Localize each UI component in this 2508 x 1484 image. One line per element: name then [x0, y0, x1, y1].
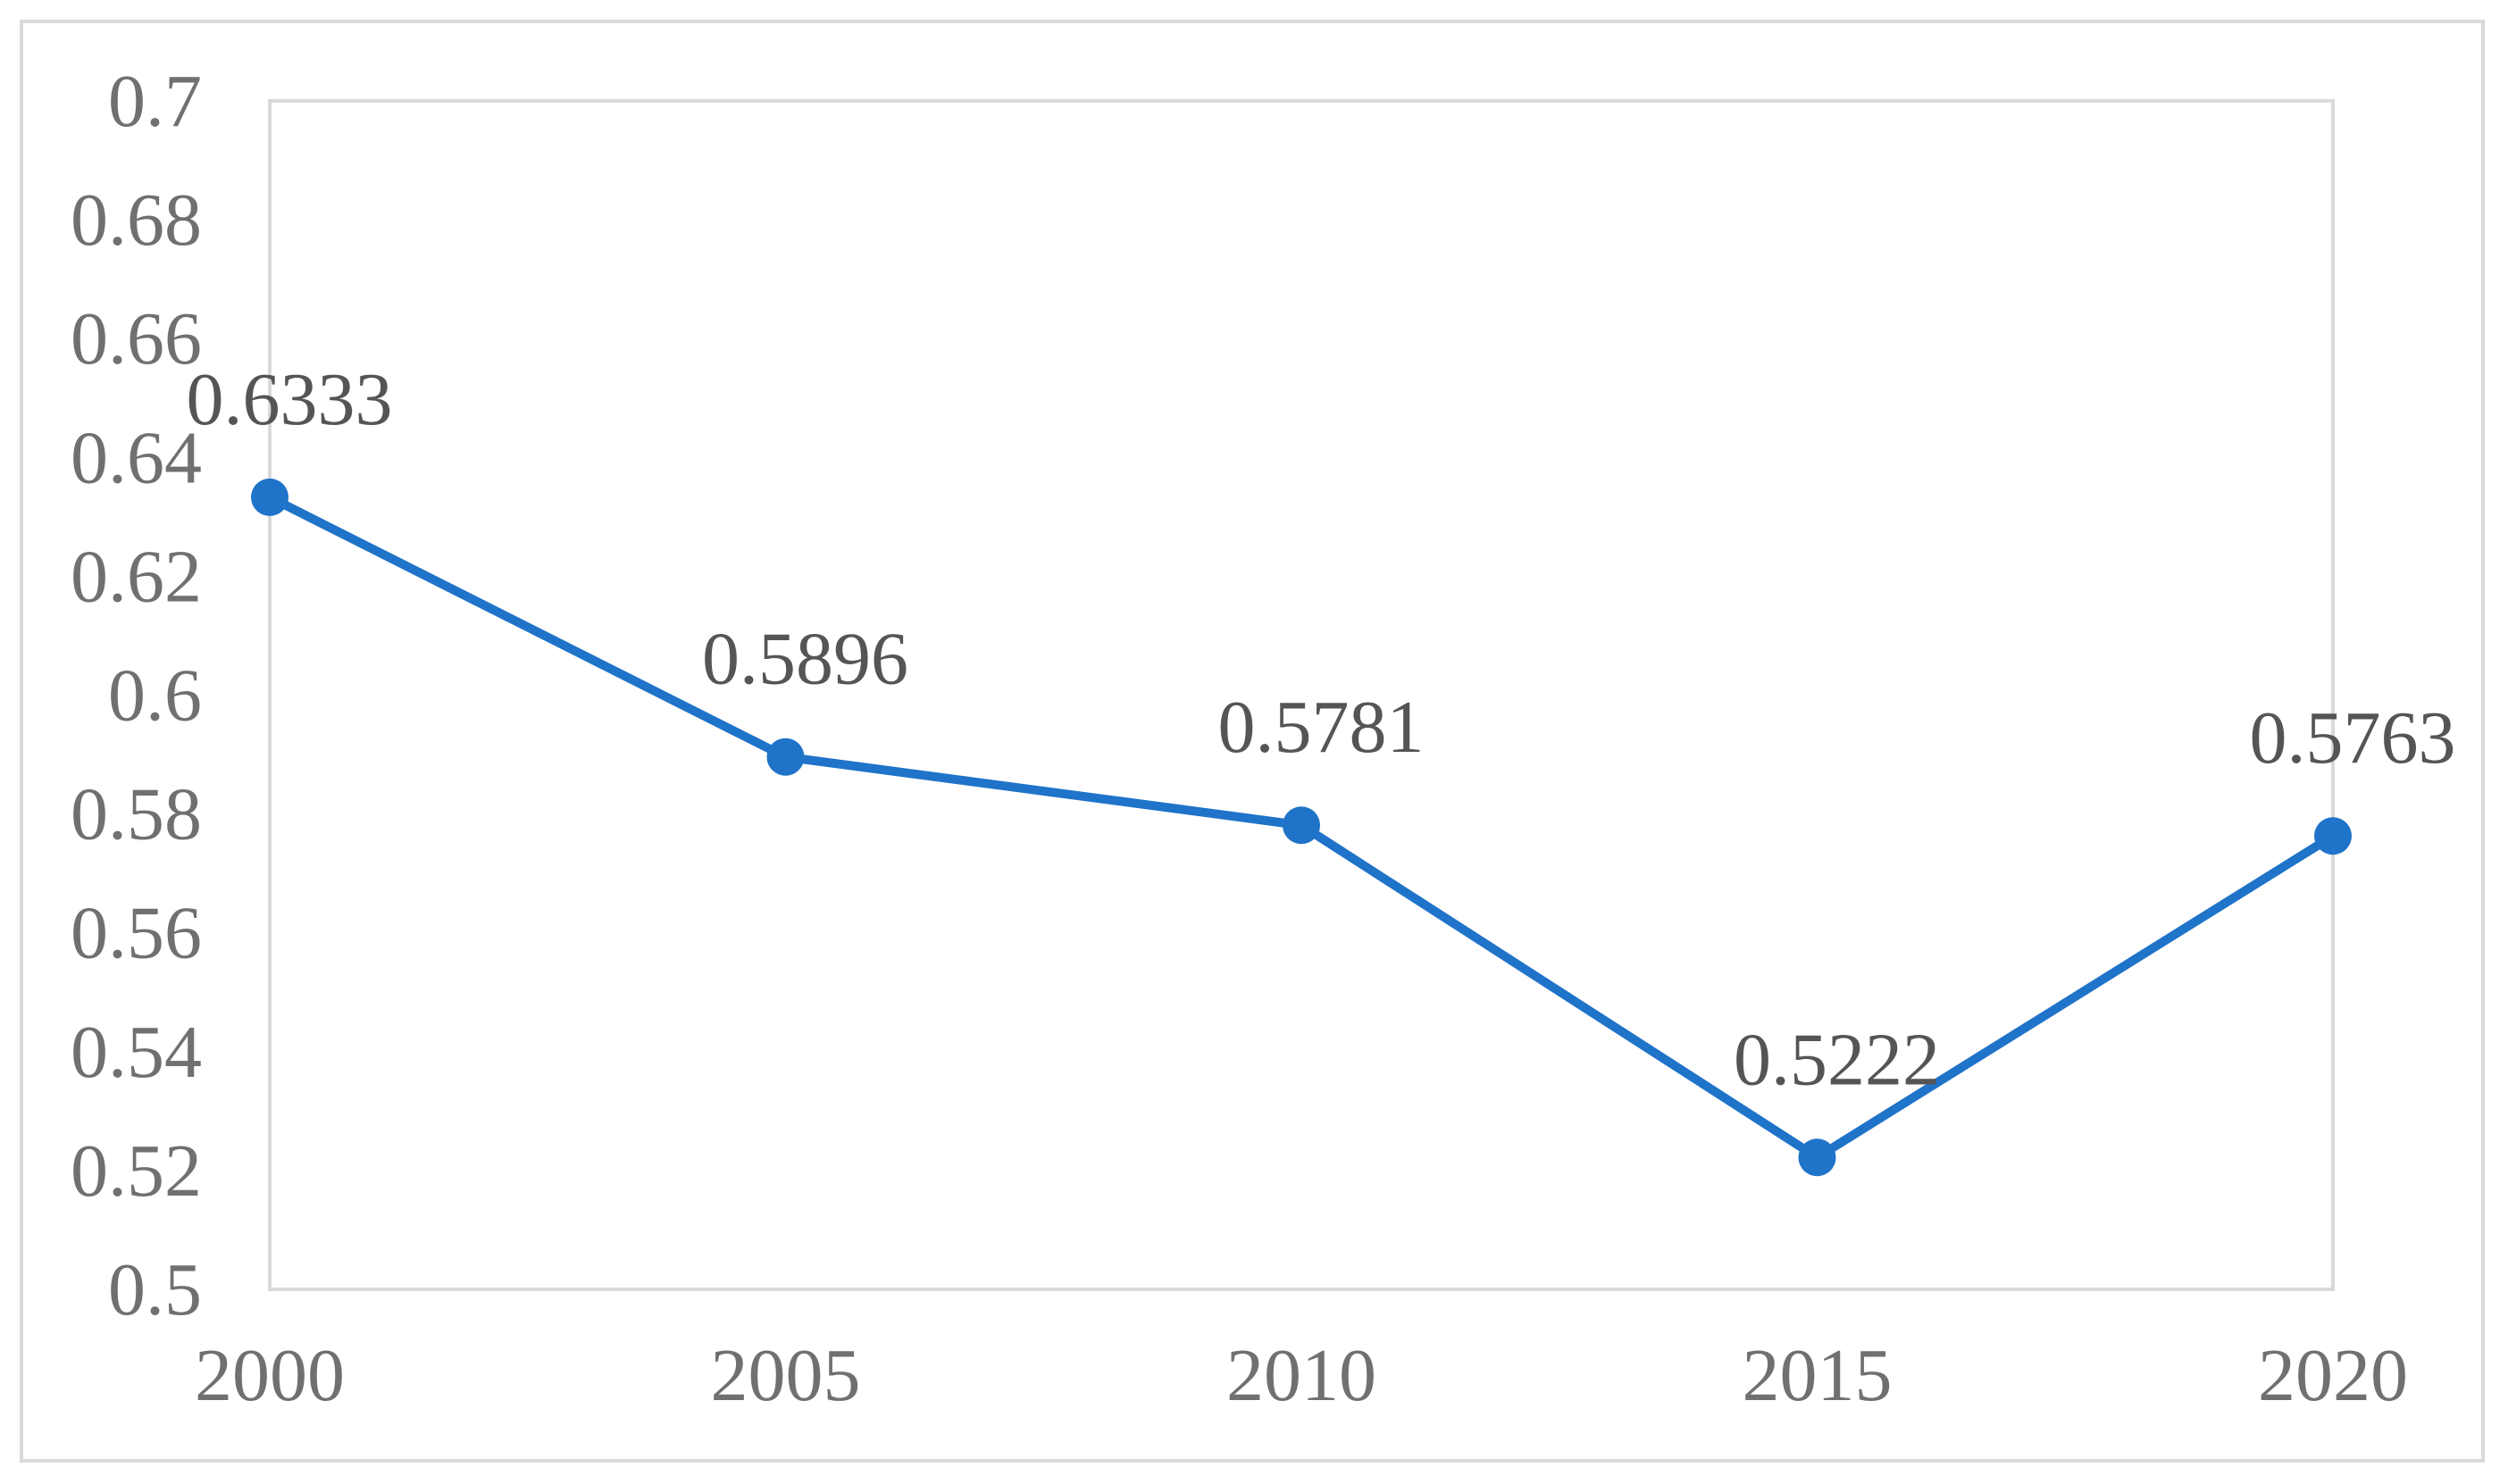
data-point: [2314, 817, 2352, 855]
y-tick-label: 0.52: [71, 1130, 202, 1213]
y-tick-label: 0.5: [108, 1248, 202, 1331]
data-label: 0.5763: [2250, 696, 2456, 780]
series-layer: 0.6333 0.5896 0.5781 0.5222 0.5763: [187, 358, 2456, 1177]
chart-frame: [20, 20, 2485, 1463]
y-tick-label: 0.58: [71, 773, 202, 856]
data-label: 0.5781: [1218, 686, 1425, 769]
data-label: 0.5896: [702, 618, 908, 701]
y-tick-label: 0.68: [71, 179, 202, 262]
data-point: [766, 738, 805, 776]
data-point: [251, 478, 288, 516]
y-tick-label: 0.64: [71, 416, 202, 499]
y-tick-label: 0.66: [71, 297, 202, 380]
x-tick-label: 2015: [1743, 1334, 1893, 1417]
y-axis: 0.5 0.52 0.54 0.56 0.58 0.6 0.62 0.64 0.66 0.68 0.…: [71, 60, 202, 1331]
x-tick-label: 2010: [1226, 1334, 1376, 1417]
data-label: 0.6333: [187, 358, 393, 441]
data-label: 0.5222: [1734, 1018, 1940, 1101]
x-tick-label: 2000: [195, 1334, 345, 1417]
data-point: [1798, 1138, 1836, 1177]
x-tick-label: 2005: [711, 1334, 861, 1417]
y-tick-label: 0.6: [108, 654, 202, 738]
x-tick-label: 2020: [2258, 1334, 2408, 1417]
y-tick-label: 0.7: [108, 60, 202, 143]
y-tick-label: 0.54: [71, 1011, 202, 1094]
x-axis: 2000 2005 2010 2015 2020: [195, 1334, 2408, 1417]
data-point: [1283, 806, 1320, 845]
y-tick-label: 0.62: [71, 535, 202, 618]
plot-area: [268, 99, 2335, 1291]
plot-border: [268, 99, 2335, 1291]
y-tick-label: 0.56: [71, 892, 202, 975]
